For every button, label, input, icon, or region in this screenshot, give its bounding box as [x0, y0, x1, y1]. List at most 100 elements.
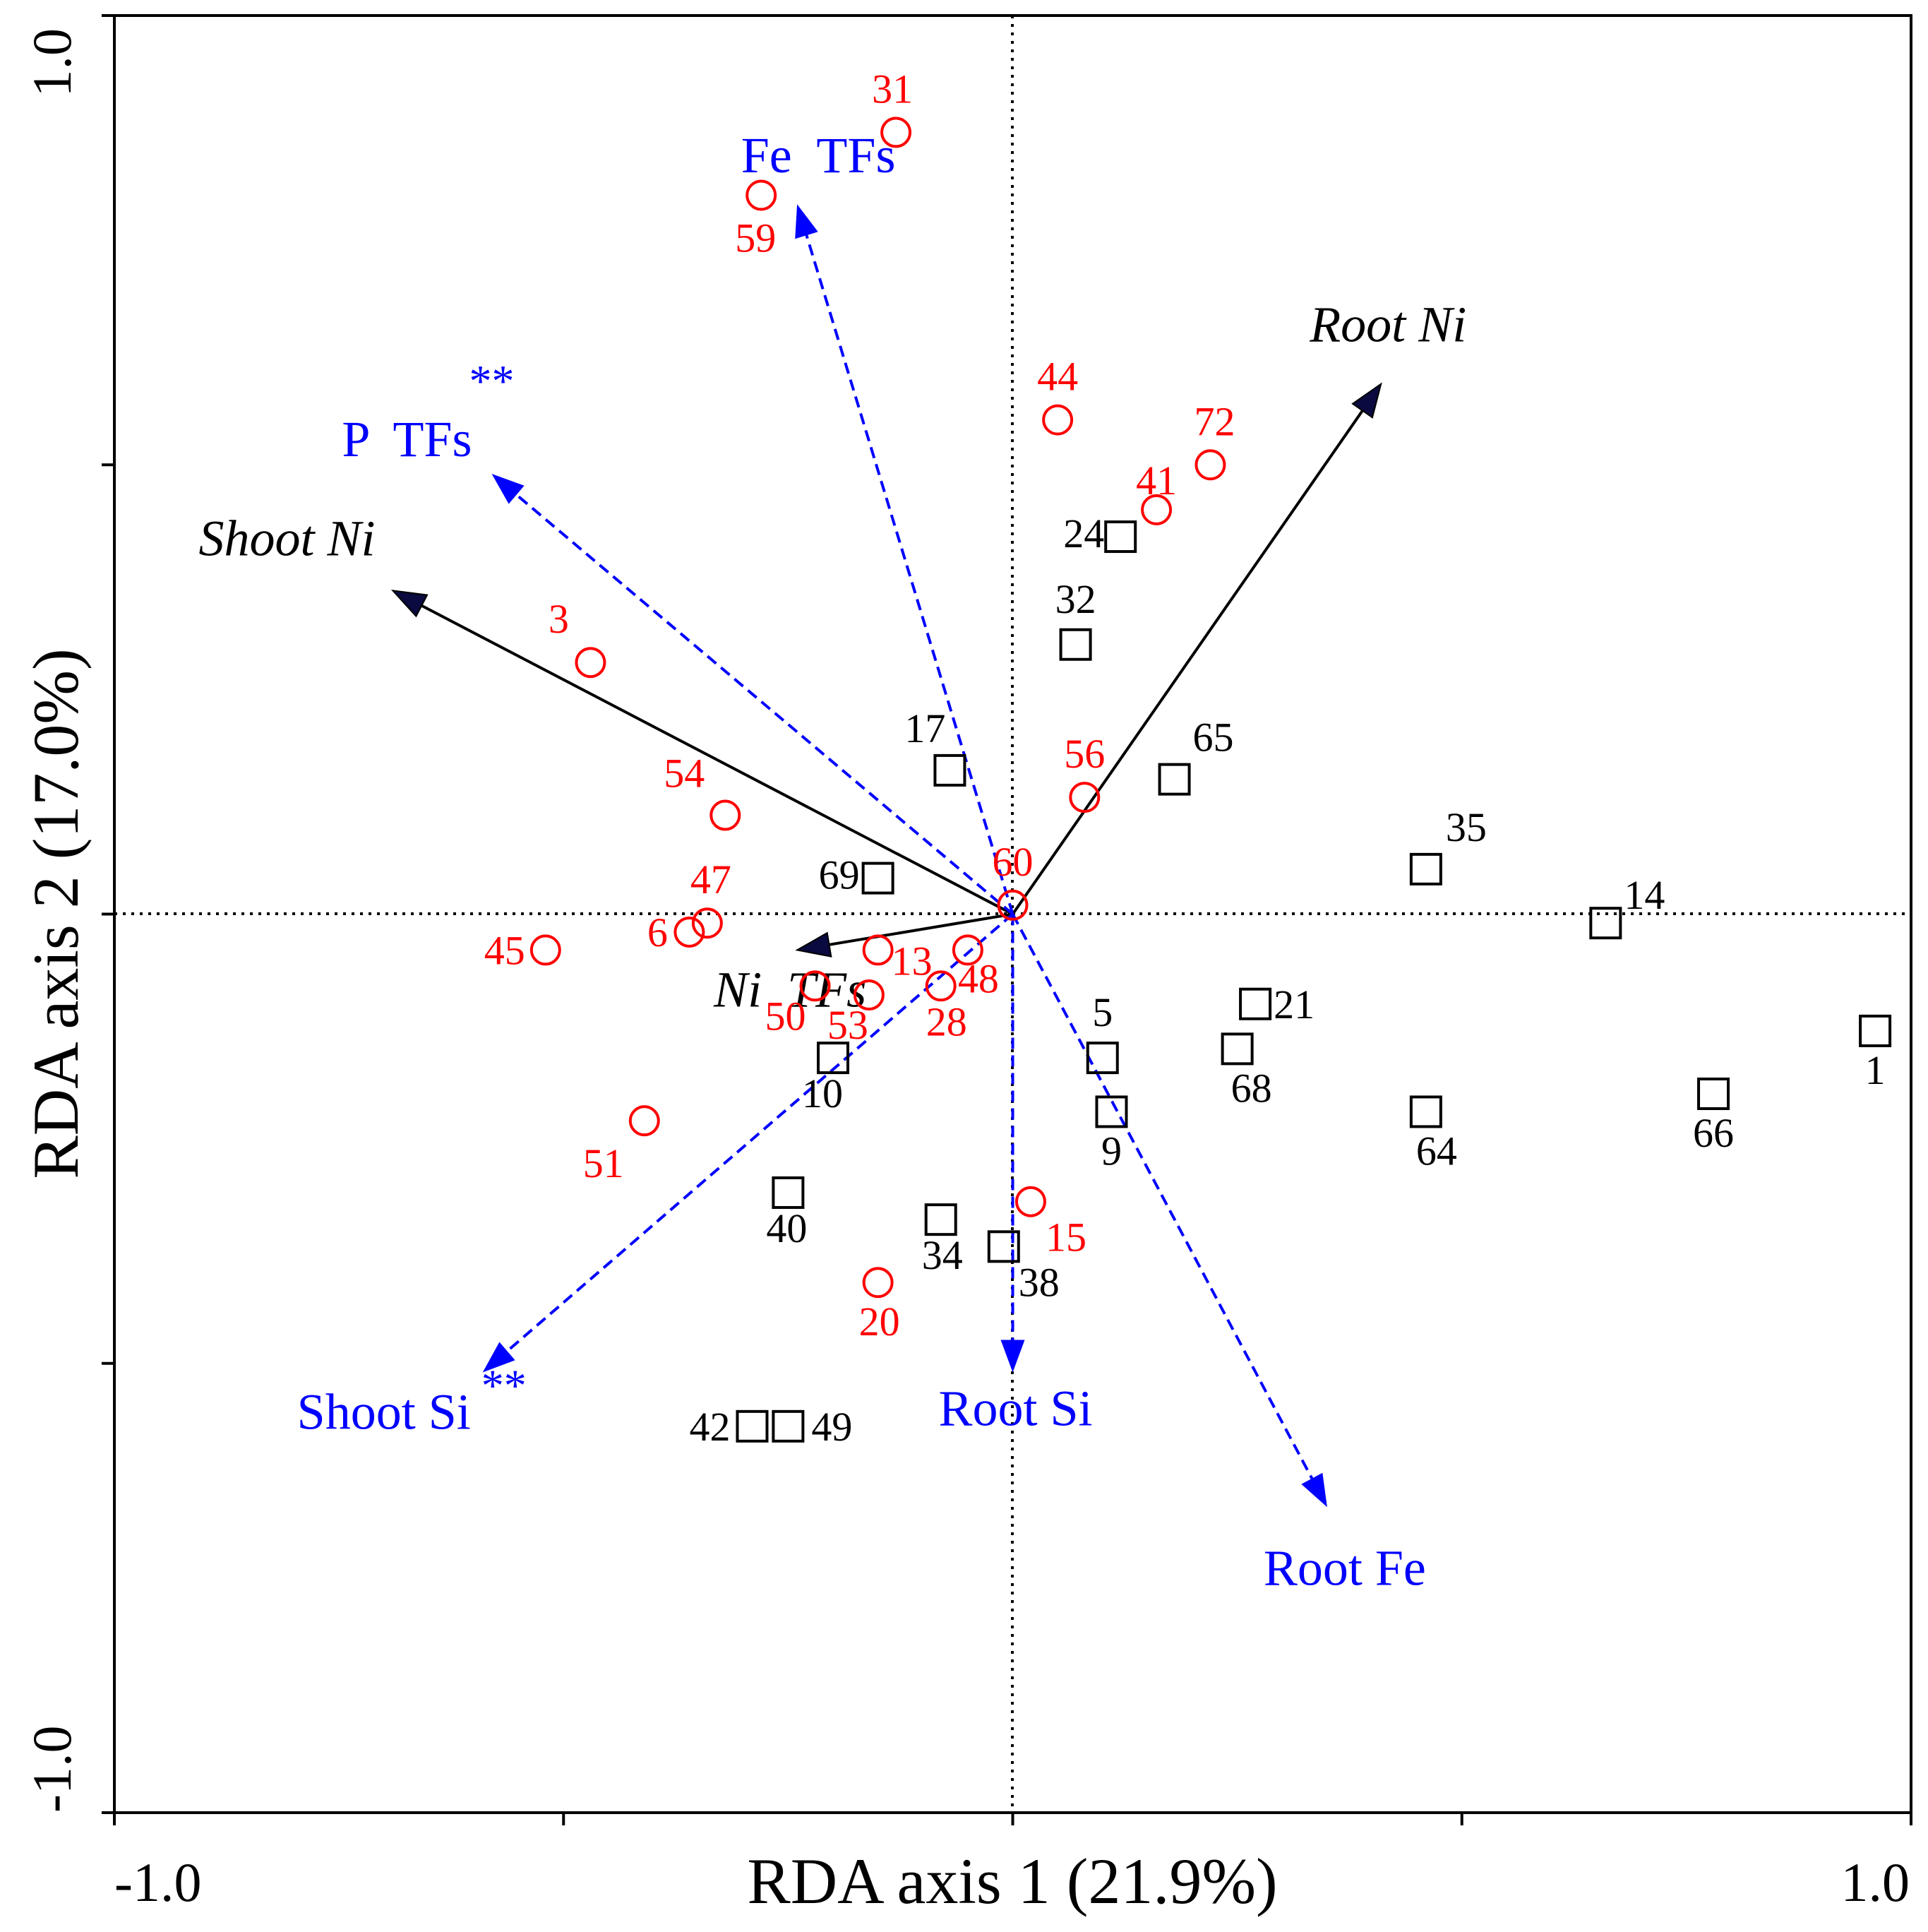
sample-label-21: 21: [1274, 982, 1315, 1027]
sample-label-17: 17: [904, 705, 945, 751]
sample-point-68: [1221, 1032, 1254, 1066]
sample-label-65: 65: [1193, 715, 1234, 761]
sample-point-6: [673, 916, 705, 948]
vector-shoot-ni-arrowhead: [390, 590, 429, 618]
vector-p-tfs-line: [509, 488, 1014, 916]
x-tick-label-min: -1.0: [114, 1852, 201, 1913]
sample-label-3: 3: [549, 596, 569, 642]
vector-label-root-si: Root Si: [938, 1380, 1092, 1436]
sample-point-56: [1069, 782, 1101, 813]
sample-label-60: 60: [993, 839, 1034, 885]
sample-label-15: 15: [1046, 1215, 1086, 1260]
vector-shoot-ni-line: [413, 600, 1014, 916]
sample-label-10: 10: [802, 1071, 843, 1116]
sample-label-50: 50: [765, 993, 806, 1039]
sample-label-24: 24: [1063, 511, 1104, 556]
sample-label-42: 42: [689, 1404, 730, 1450]
vector-significance-p-tfs: **: [469, 356, 514, 406]
vector-root-fe-line: [1011, 913, 1317, 1487]
x-tick-label-max: 1.0: [1841, 1852, 1910, 1913]
sample-label-59: 59: [735, 215, 776, 261]
sample-point-28: [925, 970, 957, 1002]
sample-label-72: 72: [1194, 398, 1235, 444]
sample-point-31: [880, 117, 912, 148]
sample-point-40: [772, 1176, 805, 1209]
sample-point-14: [1589, 907, 1622, 940]
sample-label-69: 69: [819, 852, 860, 898]
sample-point-21: [1239, 987, 1272, 1020]
sample-label-5: 5: [1092, 989, 1113, 1035]
sample-point-32: [1059, 628, 1092, 661]
vector-root-ni-arrowhead: [1351, 382, 1382, 419]
sample-label-49: 49: [811, 1404, 852, 1450]
sample-point-1: [1859, 1014, 1892, 1047]
sample-point-3: [575, 647, 606, 679]
vector-label-shoot-ni: Shoot Ni: [198, 510, 375, 566]
vector-label-root-ni: Root Ni: [1309, 297, 1466, 353]
sample-label-51: 51: [583, 1140, 624, 1186]
sample-point-65: [1158, 763, 1191, 796]
sample-point-15: [1014, 1186, 1046, 1217]
vector-root-fe-arrowhead: [1301, 1472, 1327, 1508]
sample-point-66: [1697, 1078, 1730, 1110]
sample-label-45: 45: [484, 927, 525, 973]
vector-label-shoot-si: Shoot Si: [297, 1383, 471, 1440]
sample-point-17: [933, 753, 966, 787]
sample-point-9: [1095, 1095, 1128, 1128]
vector-fe-tfs-line: [803, 227, 1014, 915]
sample-point-49: [772, 1409, 805, 1443]
sample-label-1: 1: [1865, 1047, 1886, 1093]
sample-label-35: 35: [1446, 804, 1487, 850]
sample-label-47: 47: [690, 857, 731, 902]
sample-label-38: 38: [1019, 1259, 1060, 1305]
sample-label-9: 9: [1101, 1128, 1122, 1174]
sample-label-34: 34: [922, 1232, 963, 1278]
sample-point-50: [799, 970, 831, 1002]
sample-point-48: [952, 934, 983, 966]
sample-label-48: 48: [958, 955, 999, 1001]
vector-root-ni-line: [1011, 402, 1369, 915]
sample-label-14: 14: [1624, 872, 1665, 918]
sample-point-51: [628, 1105, 660, 1137]
sample-label-54: 54: [664, 751, 705, 797]
sample-point-54: [709, 799, 741, 831]
sample-label-44: 44: [1037, 354, 1078, 400]
x-axis-label: RDA axis 1 (21.9%): [747, 1845, 1277, 1917]
vector-ni-tfs-line: [820, 912, 1013, 948]
sample-point-64: [1409, 1095, 1442, 1128]
sample-point-69: [861, 861, 894, 895]
sample-label-66: 66: [1693, 1110, 1734, 1156]
sample-point-13: [862, 934, 894, 966]
sample-label-31: 31: [872, 66, 913, 112]
sample-point-44: [1042, 404, 1074, 436]
sample-label-32: 32: [1055, 576, 1096, 622]
sample-point-38: [987, 1230, 1020, 1263]
sample-point-5: [1086, 1042, 1119, 1075]
vector-label-root-fe: Root Fe: [1264, 1539, 1426, 1596]
sample-point-20: [862, 1267, 894, 1299]
sample-label-68: 68: [1231, 1065, 1272, 1111]
sample-label-28: 28: [926, 998, 967, 1044]
sample-point-34: [924, 1203, 957, 1236]
y-tick-label-min: -1.0: [21, 1726, 83, 1813]
sample-point-45: [529, 934, 561, 966]
vector-shoot-si-arrowhead: [482, 1342, 515, 1373]
sample-point-60: [997, 889, 1029, 921]
vector-label-fe-tfs: Fe TFs: [741, 127, 896, 184]
sample-label-41: 41: [1136, 458, 1177, 503]
vector-significance-shoot-si: **: [481, 1360, 527, 1410]
vector-label-ni-tfs: Ni TFs: [713, 961, 866, 1018]
y-axis-label: RDA axis 2 (17.0%): [20, 648, 92, 1179]
sample-point-47: [691, 907, 723, 939]
sample-point-35: [1409, 852, 1442, 886]
sample-label-20: 20: [859, 1299, 900, 1344]
sample-point-53: [853, 979, 885, 1011]
sample-label-13: 13: [892, 938, 933, 984]
sample-point-42: [736, 1409, 769, 1443]
vector-root-si-arrowhead: [1000, 1340, 1025, 1373]
sample-point-24: [1104, 520, 1137, 554]
